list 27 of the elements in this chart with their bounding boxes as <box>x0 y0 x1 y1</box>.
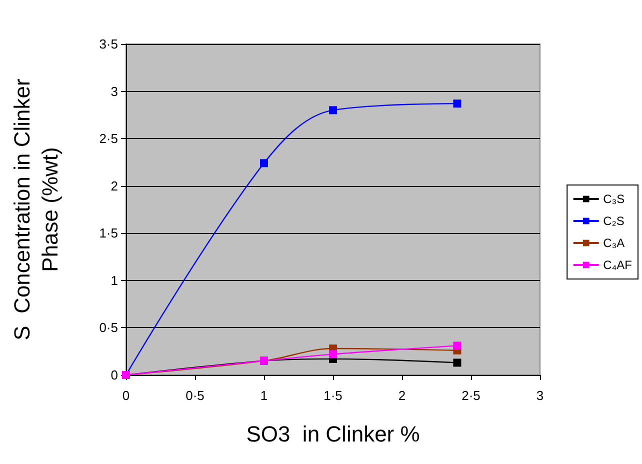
y-tick-label: 3 <box>110 84 118 99</box>
y-tick-label: 1 <box>110 272 118 288</box>
legend-label: C₃A <box>603 236 625 250</box>
y-tick-label: 0 <box>110 368 118 382</box>
x-axis-title: SO3 in Clinker % <box>246 422 420 446</box>
point <box>260 159 268 168</box>
x-tick-label: 2 <box>398 388 406 403</box>
x-tick-label: 2·5 <box>462 388 480 403</box>
y-axis-title: S Concentration in Clinker Phase (%wt) <box>10 78 62 340</box>
legend-label: C₃S <box>603 192 625 206</box>
x-tick-label: 0·5 <box>186 388 204 403</box>
point <box>329 106 337 114</box>
x-tick-label: 1 <box>260 388 268 403</box>
point <box>453 342 462 350</box>
y-tick-label: 1·5 <box>99 226 118 241</box>
point <box>453 358 462 367</box>
y-tick-label: 2·5 <box>99 131 118 146</box>
y-tick-label: 0·5 <box>99 320 118 336</box>
y-tick-label: 2 <box>110 178 118 194</box>
point <box>329 350 337 358</box>
x-tick-label: 1·5 <box>324 388 342 403</box>
y-tick-label: 3·5 <box>99 36 118 52</box>
legend-label: C₂S <box>603 214 624 228</box>
x-tick-label: 0 <box>122 388 130 403</box>
legend-label: C₄AF <box>603 258 632 272</box>
point <box>453 100 462 108</box>
x-tick-label: 3 <box>536 388 544 403</box>
